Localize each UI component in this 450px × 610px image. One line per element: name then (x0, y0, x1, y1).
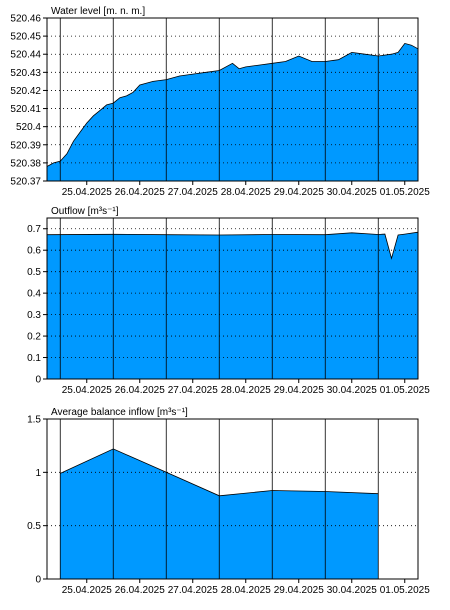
x-tick-label: 27.04.2025 (168, 187, 218, 198)
x-tick-label: 29.04.2025 (274, 385, 324, 396)
x-tick-label: 25.04.2025 (62, 585, 112, 596)
y-tick-label: 520.39 (10, 140, 41, 151)
y-tick-label: 0 (35, 575, 41, 586)
x-tick-label: 30.04.2025 (327, 385, 377, 396)
x-tick-label: 28.04.2025 (221, 187, 271, 198)
y-tick-label: 520.44 (10, 50, 41, 61)
y-tick-label: 520.38 (10, 158, 41, 169)
y-tick-label: 0.2 (27, 332, 41, 343)
y-tick-label: 520.4 (16, 122, 41, 133)
area-fill (47, 232, 418, 379)
y-tick-label: 520.42 (10, 86, 41, 97)
area-fill (47, 43, 418, 182)
y-tick-label: 520.45 (10, 32, 41, 43)
x-tick-label: 30.04.2025 (327, 187, 377, 198)
plot-frame (46, 217, 419, 380)
y-tick-label: 1 (35, 468, 41, 479)
x-tick-label: 26.04.2025 (115, 585, 165, 596)
plot-frame (46, 418, 419, 580)
x-tick-label: 25.04.2025 (62, 187, 112, 198)
chart-title: Outflow [m³s⁻¹] (51, 206, 119, 217)
y-tick-label: 1.5 (27, 415, 41, 426)
y-tick-label: 0.7 (27, 224, 41, 235)
x-tick-label: 26.04.2025 (115, 385, 165, 396)
x-tick-label: 28.04.2025 (221, 585, 271, 596)
series-line (46, 42, 419, 167)
y-tick-label: 0 (35, 375, 41, 386)
x-tick-label: 26.04.2025 (115, 187, 165, 198)
x-tick-label: 27.04.2025 (168, 385, 218, 396)
y-tick-label: 0.6 (27, 246, 41, 257)
y-tick-label: 0.1 (27, 353, 41, 364)
x-tick-label: 27.04.2025 (168, 585, 218, 596)
chart-title: Average balance inflow [m³s⁻¹] (51, 407, 188, 418)
y-tick-label: 0.5 (27, 267, 41, 278)
chart-2: Outflow [m³s⁻¹] 0 0.1 0.2 0.3 0.4 0.5 0.6 0.7 25.… (27, 206, 430, 396)
x-tick-label: 30.04.2025 (327, 585, 377, 596)
y-tick-label: 520.41 (10, 104, 41, 115)
x-tick-label: 01.05.2025 (380, 385, 430, 396)
chart-title: Water level [m. n. m.] (51, 6, 145, 17)
y-tick-label: 520.43 (10, 68, 41, 79)
plot-frame (46, 17, 419, 182)
x-tick-label: 25.04.2025 (62, 385, 112, 396)
x-tick-label: 29.04.2025 (274, 585, 324, 596)
chart-1: Water level [m. n. m.] 520.37 520.38 520.39… (10, 6, 430, 198)
x-tick-label: 29.04.2025 (274, 187, 324, 198)
y-tick-label: 520.46 (10, 14, 41, 25)
y-tick-label: 0.4 (27, 289, 41, 300)
chart-3: Average balance inflow [m³s⁻¹] 0 0.5 1 1.5 25… (27, 407, 430, 596)
y-tick-label: 0.3 (27, 310, 41, 321)
y-tick-label: 520.37 (10, 177, 41, 188)
x-tick-label: 01.05.2025 (380, 187, 430, 198)
x-tick-label: 01.05.2025 (380, 585, 430, 596)
x-tick-label: 28.04.2025 (221, 385, 271, 396)
y-tick-label: 0.5 (27, 521, 41, 532)
